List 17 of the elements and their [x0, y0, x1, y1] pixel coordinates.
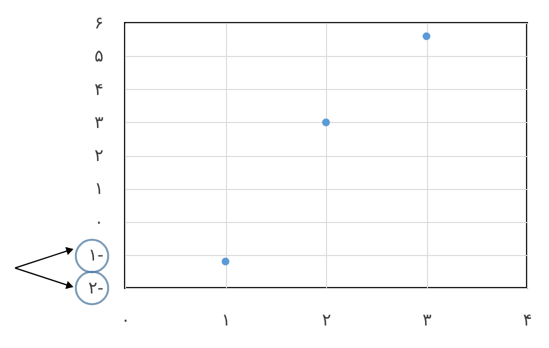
- x-tick-label: ۳: [422, 310, 432, 330]
- point: [222, 258, 230, 266]
- y-tick-label: ۴: [94, 80, 104, 100]
- x-tick-label: ۱: [221, 310, 231, 330]
- point: [422, 32, 430, 40]
- y-tick-label: ۲-: [88, 278, 104, 298]
- y-tick-label: ۶: [94, 14, 104, 34]
- y-tick-label: ۲: [94, 146, 104, 166]
- x-tick-label: ۴: [522, 310, 532, 330]
- y-tick-label: ۵: [94, 46, 104, 67]
- y-tick-label: ۳: [94, 112, 104, 133]
- point: [322, 118, 330, 126]
- y-tick-label: ۱: [94, 179, 104, 200]
- y-tick-label: ۰: [94, 212, 104, 232]
- x-tick-label: ۲: [322, 310, 332, 330]
- x-tick-label: ۰: [120, 310, 130, 330]
- y-tick-label: ۱-: [88, 245, 104, 266]
